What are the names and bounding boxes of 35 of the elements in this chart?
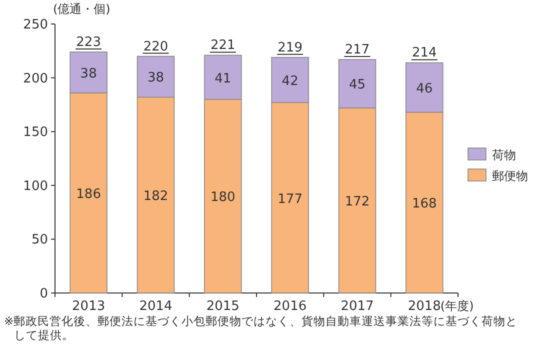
y-tick-label: 50 bbox=[31, 232, 48, 248]
data-label: 38 bbox=[80, 66, 97, 82]
total-label: 221 bbox=[210, 38, 236, 54]
y-tick-label: 100 bbox=[23, 178, 48, 194]
data-label: 180 bbox=[210, 190, 236, 206]
total-label: 217 bbox=[344, 42, 370, 58]
data-label: 172 bbox=[344, 194, 370, 210]
text: ※郵政民営化後、郵便法に基づく小包郵便物ではなく、貨物自動車運送事業法等に基づく荷物として提供。 bbox=[4, 314, 518, 342]
total-label: 214 bbox=[412, 46, 437, 61]
y-tick-label: 150 bbox=[23, 125, 48, 140]
x-tick-label: 2016 bbox=[274, 299, 307, 314]
x-tick-label: 2018 bbox=[408, 299, 441, 314]
data-label: 41 bbox=[214, 71, 232, 86]
data-label: 45 bbox=[348, 78, 366, 93]
y-tick-label: 200 bbox=[23, 71, 48, 86]
total-label: 219 bbox=[278, 40, 302, 56]
x-tick-label: 2015 bbox=[206, 299, 240, 314]
y-tick-label: 0 bbox=[40, 286, 48, 302]
data-label: 42 bbox=[282, 74, 298, 89]
y-tick-label: 250 bbox=[23, 18, 48, 32]
data-label: 38 bbox=[147, 70, 164, 86]
x-tick-label: 2014 bbox=[139, 299, 172, 314]
data-label: 182 bbox=[143, 189, 168, 204]
x-tick-label: 2017 bbox=[340, 299, 374, 314]
total-label: 223 bbox=[76, 34, 101, 50]
legend-label: 荷物 bbox=[492, 148, 516, 162]
total-label: 220 bbox=[143, 39, 168, 54]
x-axis-title: (年度) bbox=[440, 299, 474, 313]
legend-label: 郵便物 bbox=[492, 169, 528, 183]
data-label: 177 bbox=[278, 192, 302, 207]
data-label: 186 bbox=[76, 186, 101, 202]
data-label: 168 bbox=[412, 196, 437, 212]
data-label: 46 bbox=[416, 81, 433, 96]
x-tick-label: 2013 bbox=[72, 299, 106, 314]
y-axis-title: (億通・個) bbox=[53, 2, 110, 16]
